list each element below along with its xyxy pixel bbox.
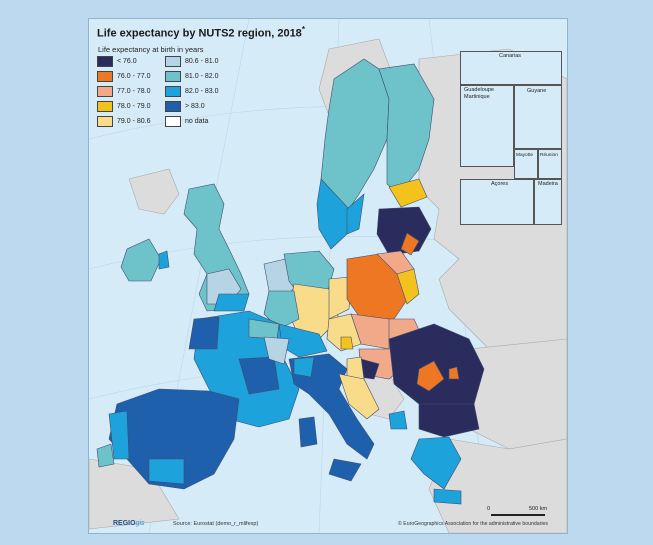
inset-canarias: Canarias (460, 51, 562, 85)
inset-label: Guadeloupe (464, 87, 494, 93)
scale-bar (491, 514, 545, 516)
legend-item: 81.0 - 82.0 (165, 71, 218, 82)
inset-reunion: Réunion (538, 149, 562, 179)
uk-ireland-regions (120, 183, 250, 312)
map-subtitle: Life expectancy at birth in years (98, 45, 204, 54)
legend-item: no data (165, 116, 208, 127)
inset-label: Mayotte (516, 153, 534, 158)
legend-item: 77.0 - 78.0 (97, 86, 150, 97)
legend-item: 79.0 - 80.6 (97, 116, 150, 127)
greece-croatia-regions (338, 373, 462, 505)
inset-label: Açores (491, 181, 509, 187)
scale-end: 500 km (529, 506, 548, 512)
inset-mayotte: Mayotte (514, 149, 538, 179)
map-frame: Life expectancy by NUTS2 region, 2018* L… (88, 18, 568, 534)
inset-guadeloupe-martinique: Guadeloupe Martinique (460, 85, 514, 167)
source-text: Source: Eurostat (demo_r_mlifexp) (173, 521, 259, 527)
inset-label: Martinique (464, 94, 490, 100)
inset-label: Madeira (538, 181, 558, 187)
inset-madeira: Madeira (534, 179, 562, 225)
map-title: Life expectancy by NUTS2 region, 2018* (97, 25, 305, 40)
legend-item: 78.0 - 79.0 (97, 101, 150, 112)
legend-item: > 83.0 (165, 101, 205, 112)
legend-item: < 76.0 (97, 56, 137, 67)
inset-label: Canarias (499, 53, 522, 59)
europe-map (89, 19, 567, 533)
legend-item: 82.0 - 83.0 (165, 86, 218, 97)
central-regions (263, 250, 352, 358)
inset-label: Guyane (527, 88, 547, 94)
iberia-regions (96, 388, 240, 490)
legend-item: 80.6 - 81.0 (165, 56, 218, 67)
inset-label: Réunion (540, 153, 558, 158)
inset-acores: Açores (460, 179, 534, 225)
regiogis-logo: REGIOgis (113, 520, 145, 527)
legend-item: 76.0 - 77.0 (97, 71, 150, 82)
copyright-text: © EuroGeographics Association for the ad… (398, 521, 549, 527)
nordic-regions (316, 58, 435, 256)
italy-regions (288, 353, 375, 482)
scale-start: 0 (487, 506, 491, 512)
south-east-regions (346, 323, 485, 438)
inset-guyane: Guyane (514, 85, 562, 149)
